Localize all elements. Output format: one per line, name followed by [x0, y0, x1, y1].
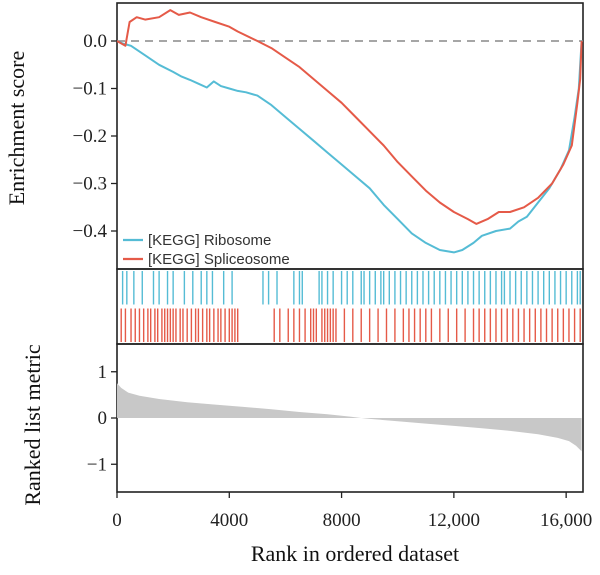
ranked-metric-area: [117, 383, 582, 452]
enrichment-score-layer: [116, 9, 583, 254]
y-axis-title-ranked-metric: Ranked list metric: [20, 344, 45, 506]
x-tick-label: 16,000: [540, 510, 592, 531]
ranked-metric-y-tick-label: −1: [87, 454, 107, 475]
hit-barcode-layer: [120, 271, 581, 342]
y-axis-title-enrichment: Enrichment score: [4, 51, 29, 206]
y-tick-layer: 0.0 −0.1 −0.2 −0.3 −0.4 1 0 −1: [73, 31, 117, 475]
ranked-metric-y-tick-label: 1: [98, 362, 108, 383]
legend: [KEGG] Ribosome [KEGG] Spliceosome: [123, 232, 290, 268]
x-tick-label: 4000: [210, 510, 248, 531]
x-axis-title: Rank in ordered dataset: [251, 541, 459, 566]
enrichment-y-tick-label: −0.4: [73, 221, 108, 242]
x-tick-label: 8000: [323, 510, 361, 531]
enrichment-y-tick-label: 0.0: [83, 31, 107, 52]
legend-label-ribosome: [KEGG] Ribosome: [148, 232, 271, 249]
es-curve-kegg-ribosome: [116, 40, 583, 254]
enrichment-panel-frame: [116, 2, 584, 270]
legend-label-spliceosome: [KEGG] Spliceosome: [148, 251, 290, 268]
ranked-metric-y-tick-label: 0: [98, 408, 108, 429]
x-tick-label: 0: [112, 510, 122, 531]
ranked-metric-layer: [117, 383, 582, 452]
enrichment-y-tick-label: −0.2: [73, 126, 107, 147]
es-curve-kegg-spliceosome: [116, 9, 583, 225]
enrichment-y-tick-label: −0.3: [73, 174, 107, 195]
x-tick-label: 12,000: [428, 510, 480, 531]
x-tick-layer: 0 4000 8000 12,000 16,000: [112, 492, 592, 531]
enrichment-y-tick-label: −0.1: [73, 79, 107, 100]
